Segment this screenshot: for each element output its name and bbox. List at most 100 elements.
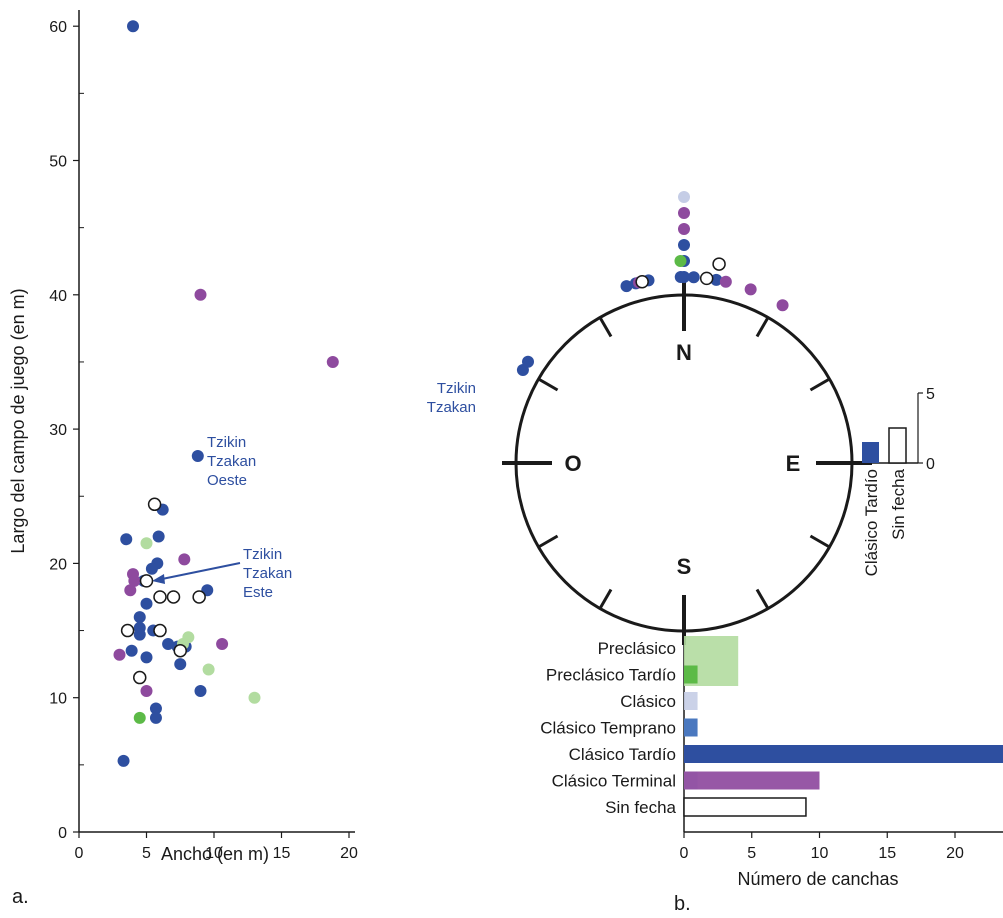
point-clasico-tardio [149,702,162,715]
category-label: Clásico Terminal [552,772,676,791]
bar-sin-fecha [683,797,807,817]
compass-tick [598,588,613,610]
compass-label-s: S [677,554,692,579]
point-sin-fecha [192,590,206,604]
annotation-oeste-line2: Tzakan [207,453,256,470]
point-sin-fecha [166,590,181,604]
orientation-point-clasico-tardio [620,280,633,293]
period-bar-categories: Preclásico Preclásico Tardío Clásico Clásic… [540,639,676,817]
point-clasico-tardio [127,20,139,33]
point-preclasico [202,663,215,676]
point-preclasico [248,691,261,704]
y-tick-label: 20 [49,556,67,573]
compass-annotation-line1: Tzikin [437,380,476,397]
period-bar-ticks: 0 5 10 15 20 [680,832,964,862]
orientation-point-clasico-terminal [744,283,757,296]
orientation-point-sin-fecha [699,271,714,286]
bar-preclasico-tardio [684,665,698,684]
scatter-points [113,20,339,767]
point-clasico-tardio [191,449,204,462]
y-tick-label: 30 [49,422,67,439]
x-tick-label: 5 [142,845,151,862]
point-clasico-terminal [124,584,137,597]
point-clasico-terminal [178,553,191,566]
x-tick-label: 15 [273,845,291,862]
annotation-este-arrow [161,562,241,580]
compass-tick [809,377,831,392]
category-label: Clásico Tardío [569,745,676,764]
orientation-point-clasico [678,191,690,203]
point-clasico-tardio [117,754,130,767]
compass-tick [809,534,831,549]
x-tick-label: 0 [75,845,84,862]
point-clasico-tardio [152,530,165,543]
annotation-este-line2: Tzakan [243,565,292,582]
y-tick-label: 40 [49,288,67,305]
east-bar-tick-label-0: 0 [926,456,935,473]
point-preclasico [140,537,153,550]
annotation-este-line3: Este [243,584,273,601]
scatter-y-label: Largo del campo de juego (en m) [8,288,28,553]
east-bar-sin-fecha [888,427,907,464]
compass-annotation-line2: Tzakan [427,399,476,416]
compass-tick [598,316,613,338]
orientation-point-clasico-terminal [678,223,690,235]
panel-label-b: b. [674,893,691,915]
point-clasico-terminal [113,648,126,661]
category-label: Sin fecha [605,798,676,817]
point-sin-fecha [139,574,154,588]
compass-tick [537,377,559,392]
annotation-oeste-line1: Tzikin [207,434,246,451]
point-clasico-terminal [216,637,229,650]
point-sin-fecha [120,623,135,638]
east-bar-tick-label-5: 5 [926,386,935,403]
compass-label-w: O [564,451,581,476]
y-tick-label: 60 [49,19,67,36]
annotation-oeste-line3: Oeste [207,472,247,489]
category-label: Clásico Temprano [540,719,676,738]
point-sin-fecha [153,590,167,604]
point-clasico-tardio [145,562,158,575]
annotation-este-arrowhead [152,574,165,584]
point-clasico-tardio [133,628,146,641]
east-bar-label-clasico-tardio: Clásico Tardío [862,469,881,576]
scatter-x-label: Ancho (en m) [161,844,269,864]
orientation-point-clasico-terminal [776,299,789,312]
point-clasico-tardio [133,611,146,624]
period-bar-x-label: Número de canchas [737,869,898,889]
annotation-este-line1: Tzikin [243,546,282,563]
orientation-point-clasico-terminal [678,207,690,219]
point-clasico-tardio [194,684,207,697]
point-clasico-tardio [120,533,133,546]
bar-clasico-tardio [684,745,1003,763]
category-label: Preclásico [598,639,676,658]
east-bar-clasico-tardio [862,442,879,463]
x-tick-label: 10 [811,845,829,862]
point-sin-fecha [147,497,162,512]
orientation-point-clasico-tardio [678,239,690,251]
point-sin-fecha [173,643,187,658]
compass-label-e: E [786,451,801,476]
east-bar-chart: 5 0 Clásico Tardío Sin fecha [856,386,935,576]
compass-label-n: N [676,340,692,365]
compass-ticks [502,281,872,645]
x-tick-label: 0 [680,845,689,862]
compass-tick [755,588,770,610]
bar-clasico-temprano [684,718,698,737]
annotation-oeste: Tzikin Tzakan Oeste [207,434,256,489]
orientation-point-sin-fecha [635,275,649,289]
panel-label-a: a. [12,886,29,908]
point-clasico-tardio [125,644,138,657]
point-clasico-terminal [326,355,339,368]
point-preclasico-tardio [133,711,146,724]
x-tick-label: 15 [878,845,896,862]
orientation-point-clasico-terminal [719,275,732,288]
orientation-point-sin-fecha [712,257,726,271]
x-tick-label: 10 [205,845,223,862]
x-tick-label: 5 [747,845,756,862]
point-clasico-tardio [162,637,175,650]
y-tick-label: 50 [49,154,67,171]
y-tick-label: 0 [58,825,67,842]
orientation-point-preclasico-tardio [674,255,687,268]
x-tick-label: 20 [946,845,964,862]
